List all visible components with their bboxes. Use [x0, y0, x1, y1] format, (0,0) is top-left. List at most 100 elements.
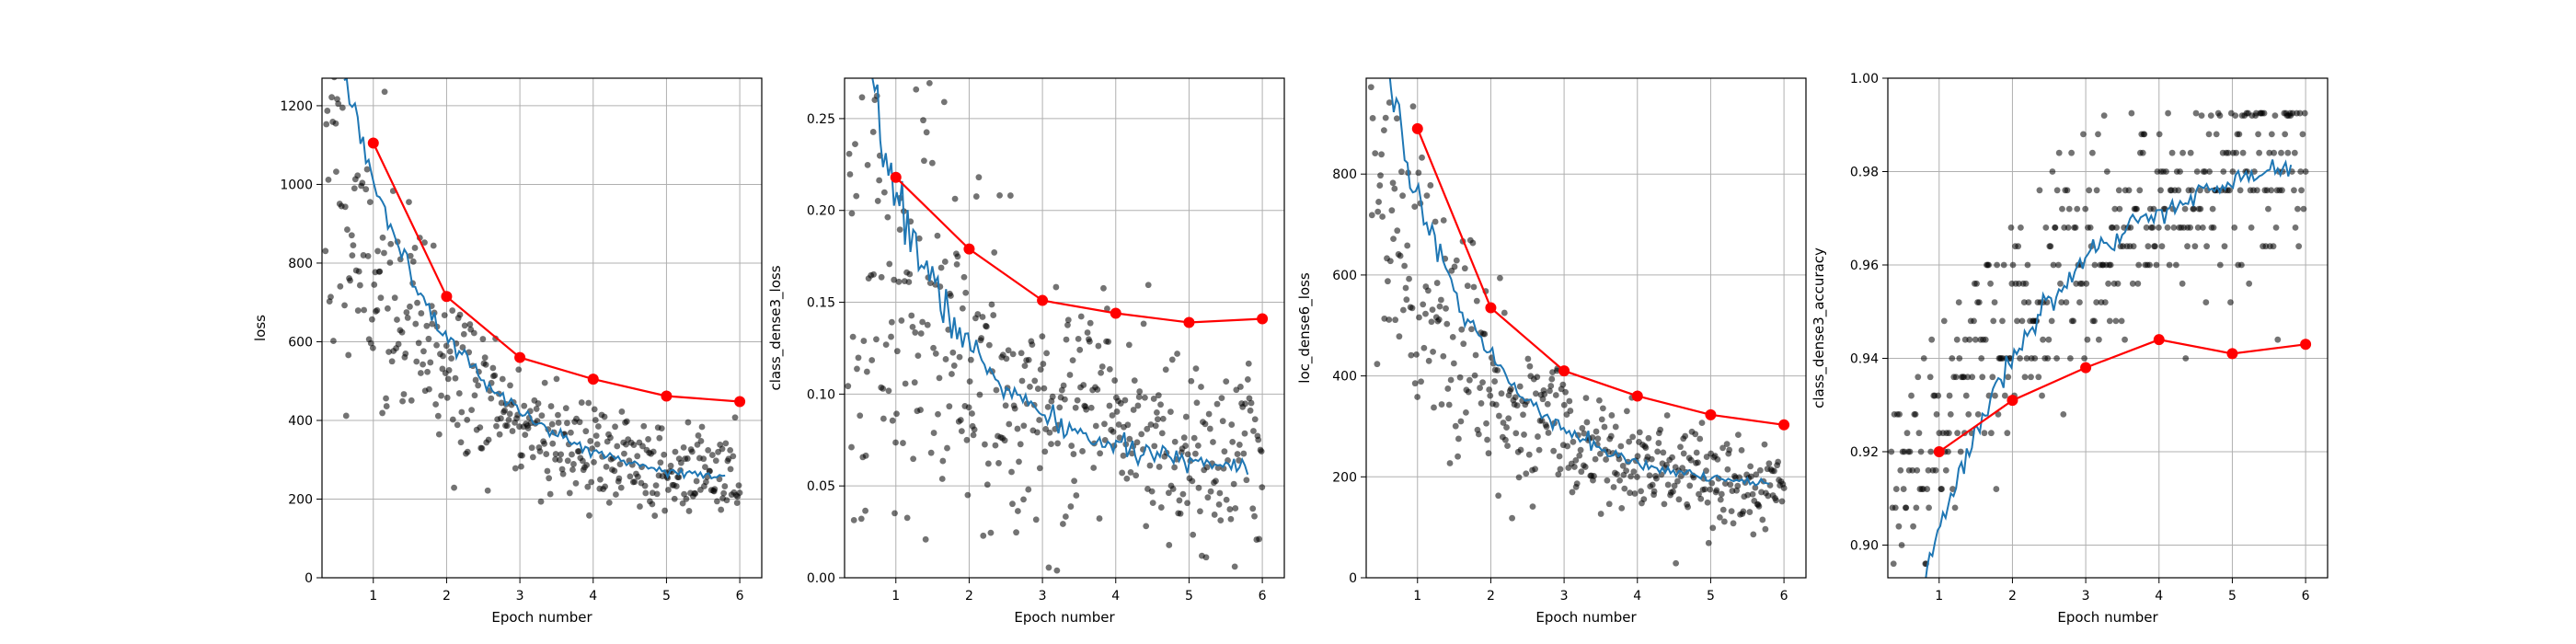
batch-point — [446, 348, 454, 355]
batch-point — [2300, 205, 2307, 213]
batch-point — [1204, 494, 1212, 501]
batch-point — [995, 460, 1002, 466]
batch-point — [1946, 392, 1953, 399]
batch-point — [1679, 465, 1686, 472]
batch-point — [2093, 299, 2100, 305]
batch-point — [956, 353, 963, 361]
batch-point — [507, 382, 513, 389]
batch-point — [649, 500, 656, 508]
batch-point — [1982, 336, 1989, 343]
batch-point — [683, 495, 690, 502]
batch-point — [1736, 474, 1743, 481]
batch-point — [579, 457, 586, 465]
batch-point — [1461, 265, 1468, 272]
batch-point — [1765, 492, 1772, 500]
batch-point — [2129, 280, 2136, 287]
batch-point — [2106, 317, 2113, 325]
batch-point — [394, 316, 400, 323]
batch-point — [1195, 484, 1202, 491]
batch-point — [1425, 287, 1432, 294]
epoch-point — [734, 396, 746, 408]
batch-point — [652, 482, 660, 489]
y-tick-label: 600 — [1332, 269, 1357, 283]
batch-point — [1469, 239, 1477, 247]
batch-point — [1592, 455, 1599, 463]
batch-point — [1674, 477, 1681, 485]
batch-point — [334, 96, 340, 103]
batch-point — [1507, 385, 1514, 393]
batch-point — [1066, 372, 1074, 378]
batch-point — [2082, 205, 2089, 213]
batch-point — [860, 338, 868, 344]
batch-point — [1654, 448, 1662, 455]
batch-point — [460, 330, 467, 338]
batch-point — [1169, 486, 1177, 492]
batch-point — [1101, 436, 1109, 443]
batch-point — [519, 452, 525, 459]
batch-point — [1529, 503, 1536, 511]
batch-point — [2197, 187, 2203, 194]
batch-point — [1440, 217, 1447, 224]
x-tick-label: 1 — [891, 589, 900, 604]
batch-point — [345, 351, 352, 359]
batch-point — [333, 168, 339, 175]
batch-point — [323, 121, 330, 128]
y-axis-label: class_dense3_loss — [767, 265, 785, 390]
x-tick-label: 5 — [1707, 589, 1715, 604]
batch-point — [1526, 362, 1534, 370]
batch-point — [383, 395, 389, 402]
batch-point — [1059, 521, 1066, 527]
batch-point — [1205, 410, 1213, 418]
batch-point — [634, 473, 641, 480]
batch-point — [381, 88, 388, 96]
batch-point — [2166, 261, 2173, 269]
batch-point — [1217, 517, 1225, 524]
batch-point — [936, 374, 943, 382]
batch-point — [1577, 446, 1584, 454]
batch-point — [1053, 567, 1061, 574]
batch-point — [341, 203, 349, 211]
batch-point — [1064, 316, 1072, 324]
batch-point — [1396, 333, 1403, 340]
batch-point — [2050, 261, 2057, 269]
axes-frame — [1365, 77, 1807, 579]
batch-point — [535, 400, 542, 407]
batch-point — [1466, 376, 1473, 384]
batch-point — [1896, 410, 1903, 418]
batch-point — [1661, 500, 1668, 508]
plot-area — [1367, 78, 1790, 567]
batch-point — [1909, 466, 1916, 474]
batch-point — [1969, 374, 1976, 381]
batch-point — [2064, 187, 2071, 194]
batch-point — [1016, 458, 1022, 466]
batch-point — [1492, 401, 1500, 408]
batch-point — [420, 348, 427, 355]
chart-panel-4: 1 2 3 4 5 6 0.90 0.92 0.94 0.96 0.98 1.00 Epoch numb… — [1811, 72, 2329, 626]
batch-point — [458, 408, 466, 416]
batch-point — [1398, 168, 1405, 176]
batch-point — [1917, 448, 1925, 455]
batch-point — [330, 338, 337, 344]
batch-point — [1386, 258, 1394, 265]
batch-point — [1232, 505, 1239, 512]
batch-point — [888, 318, 895, 326]
batch-point — [1429, 306, 1436, 314]
batch-point — [1649, 481, 1656, 489]
batch-point — [1503, 424, 1510, 431]
batch-point — [1156, 464, 1163, 470]
batch-point — [1771, 467, 1777, 475]
batch-point — [2268, 131, 2275, 138]
batch-point — [591, 459, 597, 466]
batch-point — [1657, 426, 1664, 433]
batch-point — [1719, 506, 1727, 513]
batch-point — [1726, 446, 1733, 454]
batch-point — [1080, 382, 1087, 388]
batch-point — [567, 429, 574, 436]
batch-point — [982, 441, 988, 448]
batch-point — [884, 213, 891, 221]
batch-point — [1191, 450, 1199, 457]
batch-point — [1104, 305, 1110, 312]
batch-point — [1974, 410, 1982, 418]
x-tick-label: 4 — [1633, 589, 1641, 604]
x-tick-label: 3 — [1039, 589, 1047, 604]
